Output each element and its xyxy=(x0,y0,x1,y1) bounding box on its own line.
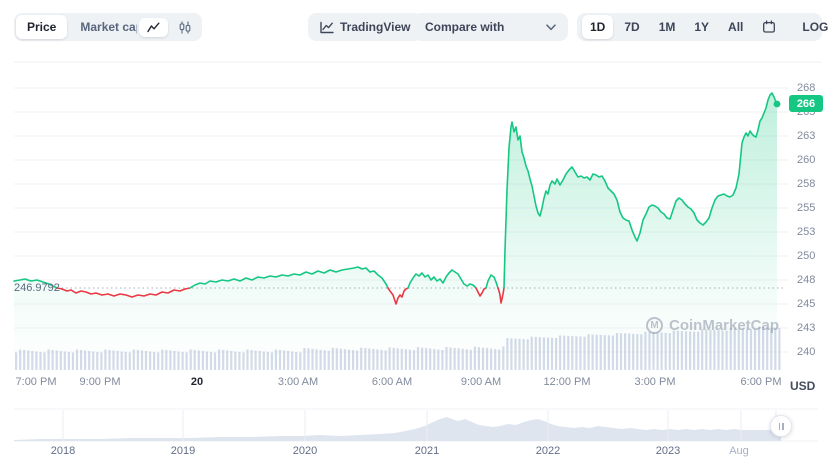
tradingview-label: TradingView xyxy=(340,20,411,34)
tradingview-button[interactable]: TradingView xyxy=(308,13,423,41)
log-scale-button[interactable]: LOG xyxy=(794,15,832,39)
y-axis-label: 258 xyxy=(797,178,816,190)
range-1d-button[interactable]: 1D xyxy=(582,15,614,39)
x-axis-label: 9:00 AM xyxy=(460,376,502,388)
y-axis-label: 240 xyxy=(797,346,816,358)
price-line-red xyxy=(387,287,409,305)
y-axis-label: 245 xyxy=(797,298,816,310)
x-axis-label: 3:00 AM xyxy=(277,376,319,388)
price-area-fill xyxy=(14,93,777,370)
last-price-dot xyxy=(773,100,781,108)
x-axis-label: 6:00 PM xyxy=(740,376,782,388)
x-axis-label: 3:00 PM xyxy=(634,376,676,388)
timeline-year-label[interactable]: 2022 xyxy=(535,445,561,457)
y-axis-label: 243 xyxy=(797,322,816,334)
timeline-scrubber-handle[interactable] xyxy=(770,415,792,437)
y-axis-label: 253 xyxy=(797,226,816,238)
price-marketcap-toggle: Price Market cap xyxy=(14,13,157,41)
y-axis-label: 263 xyxy=(797,130,816,142)
y-axis-label: 268 xyxy=(797,82,816,94)
calendar-button[interactable] xyxy=(754,15,784,39)
minimap-area[interactable] xyxy=(14,417,781,441)
price-line-green xyxy=(13,278,58,289)
timeline-year-label[interactable]: 2021 xyxy=(414,445,440,457)
watermark-text: CoinMarketCap xyxy=(669,317,780,334)
baseline-price-label: 246.9792 xyxy=(14,282,60,294)
timeline-year-label[interactable]: 2023 xyxy=(655,445,681,457)
price-line-green xyxy=(189,266,389,289)
price-line-red xyxy=(497,287,505,304)
x-axis-label: 6:00 AM xyxy=(371,376,413,388)
candlestick-chart-type-button[interactable] xyxy=(170,17,200,38)
range-1y-button[interactable]: 1Y xyxy=(686,15,717,39)
unit-label: USD xyxy=(790,379,816,393)
y-axis-label: 248 xyxy=(797,274,816,286)
coinmarketcap-logo-icon: M xyxy=(646,317,663,334)
price-line-green xyxy=(407,269,477,289)
range-selector: 1D 7D 1M 1Y All LOG xyxy=(577,13,828,41)
timeline-year-label[interactable]: 2019 xyxy=(170,445,196,457)
range-7d-button[interactable]: 7D xyxy=(616,15,647,39)
price-tab[interactable]: Price xyxy=(16,15,68,39)
y-axis-label: 255 xyxy=(797,202,816,214)
timeline-year-label[interactable]: 2020 xyxy=(292,445,318,457)
price-line-green xyxy=(503,92,778,289)
x-axis-label: 9:00 PM xyxy=(79,376,121,388)
compare-with-label: Compare with xyxy=(425,20,505,34)
chart-type-toggle xyxy=(137,13,202,41)
y-axis-label: 250 xyxy=(797,250,816,262)
line-chart-type-button[interactable] xyxy=(139,17,168,37)
calendar-icon xyxy=(763,20,776,33)
y-axis-label: 260 xyxy=(797,154,816,166)
price-line-red xyxy=(56,287,191,298)
price-line-red xyxy=(475,287,487,297)
x-axis-label: 7:00 PM xyxy=(15,376,57,388)
market-cap-tab[interactable]: Market cap xyxy=(69,15,154,39)
timeline-year-label[interactable]: Aug xyxy=(729,445,749,457)
volume-bar xyxy=(778,327,781,370)
x-axis-label: 12:00 PM xyxy=(543,376,591,388)
timeline-year-label[interactable]: 2018 xyxy=(50,445,76,457)
compare-with-dropdown[interactable]: Compare with xyxy=(413,13,568,41)
price-line-green xyxy=(485,274,499,289)
range-all-button[interactable]: All xyxy=(720,15,751,39)
current-price-badge: 266 xyxy=(789,95,823,112)
line-chart-icon xyxy=(147,22,160,32)
chevron-down-icon xyxy=(546,23,556,30)
watermark: M CoinMarketCap xyxy=(646,317,779,334)
tradingview-icon xyxy=(320,21,334,33)
candlestick-icon xyxy=(179,21,191,33)
x-axis-label: 20 xyxy=(190,376,204,388)
range-1m-button[interactable]: 1M xyxy=(651,15,684,39)
